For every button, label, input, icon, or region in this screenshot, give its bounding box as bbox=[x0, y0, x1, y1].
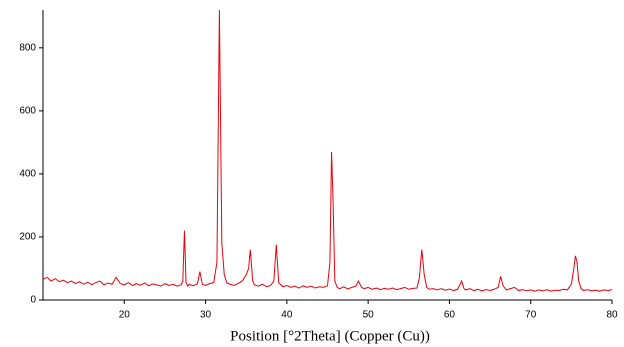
x-tick-label: 50 bbox=[363, 310, 375, 321]
x-tick-label: 80 bbox=[606, 310, 618, 321]
data-line bbox=[42, 9, 613, 292]
y-tick-label: 800 bbox=[19, 42, 36, 53]
y-tick-label: 400 bbox=[19, 169, 36, 180]
x-tick-label: 70 bbox=[525, 310, 537, 321]
y-tick-label: 0 bbox=[30, 295, 36, 306]
x-axis-label: Position [°2Theta] (Copper (Cu)) bbox=[230, 328, 430, 344]
y-tick-label: 200 bbox=[19, 232, 36, 243]
x-tick-label: 60 bbox=[444, 310, 456, 321]
x-tick-label: 30 bbox=[200, 310, 212, 321]
y-tick-label: 600 bbox=[19, 106, 36, 117]
x-tick-label: 40 bbox=[281, 310, 293, 321]
x-tick-label: 20 bbox=[119, 310, 131, 321]
